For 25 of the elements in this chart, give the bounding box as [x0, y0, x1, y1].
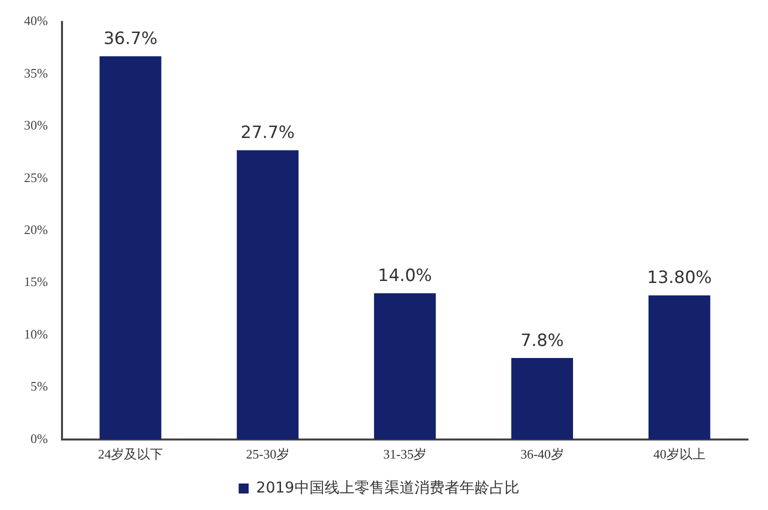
bar: [236, 150, 299, 440]
y-tick-label: 5%: [30, 378, 48, 394]
x-tick-label: 36-40岁: [520, 446, 564, 462]
data-label: 13.80%: [646, 268, 712, 288]
data-label: 14.0%: [378, 266, 432, 286]
bar: [648, 295, 710, 440]
data-label: 36.7%: [103, 29, 158, 50]
y-tick-label: 20%: [24, 222, 48, 238]
legend-label: 2019中国线上零售渠道消费者年龄占比: [256, 478, 520, 496]
y-tick-label: 10%: [24, 326, 48, 342]
x-tick-label: 24岁及以下: [98, 446, 163, 462]
y-tick-label: 30%: [24, 118, 48, 133]
bar: [100, 56, 162, 440]
bar: [374, 293, 436, 440]
y-tick-label: 35%: [24, 65, 48, 80]
data-label: 7.8%: [520, 330, 564, 351]
x-tick-label: 40岁以上: [653, 446, 706, 462]
x-tick-label: 31-35岁: [383, 446, 427, 462]
bar: [511, 358, 574, 440]
y-tick-label: 15%: [24, 274, 48, 290]
data-label: 27.7%: [240, 123, 295, 144]
y-tick-label: 25%: [24, 170, 48, 185]
y-tick-label: 0%: [30, 430, 48, 446]
x-tick-label: 25-30岁: [246, 446, 290, 462]
y-tick-label: 40%: [24, 13, 48, 28]
